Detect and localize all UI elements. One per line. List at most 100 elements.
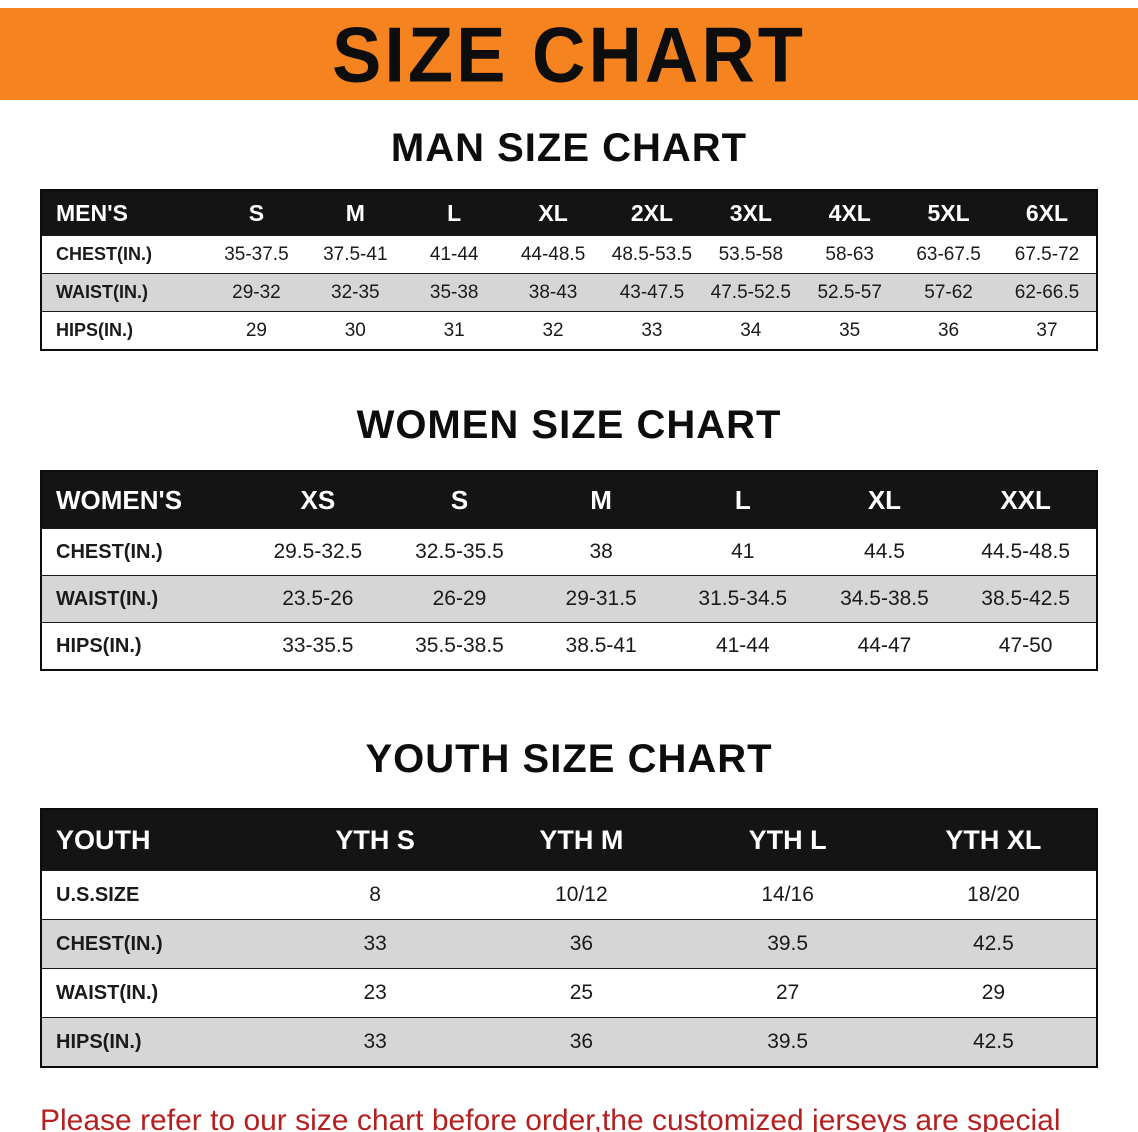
size-value: 62-66.5 [998, 273, 1097, 312]
disclaimer-text: Please refer to our size chart before or… [40, 1098, 1138, 1132]
table-row: CHEST(IN.) 33 36 39.5 42.5 [41, 919, 1097, 969]
size-value: 44-48.5 [503, 235, 603, 274]
table-corner-label: YOUTH [41, 809, 272, 871]
size-value: 36 [899, 311, 998, 350]
size-value: 44-47 [813, 622, 956, 670]
size-value: 33 [602, 311, 702, 350]
size-column-header: 5XL [899, 190, 998, 236]
size-value: 41-44 [404, 235, 504, 274]
size-value: 29.5-32.5 [247, 528, 389, 576]
size-value: 63-67.5 [899, 235, 998, 274]
row-label: CHEST(IN.) [41, 235, 207, 274]
size-value: 38 [530, 528, 672, 576]
size-value: 33 [272, 1017, 479, 1067]
table-row: HIPS(IN.) 33-35.5 35.5-38.5 38.5-41 41-44 44-… [41, 622, 1097, 670]
table-corner-label: WOMEN'S [41, 471, 247, 529]
man-size-chart-heading: MAN SIZE CHART [390, 126, 748, 170]
table-row: CHEST(IN.) 29.5-32.5 32.5-35.5 38 41 44.5 44.5… [41, 528, 1097, 576]
table-row: WAIST(IN.) 29-32 32-35 35-38 38-43 43-47.5 47.… [41, 273, 1097, 312]
size-column-header: YTH M [478, 809, 685, 871]
size-value: 33 [272, 919, 479, 969]
size-value: 23.5-26 [247, 575, 389, 623]
size-value: 29 [890, 968, 1097, 1018]
size-value: 53.5-58 [701, 235, 801, 274]
size-chart-banner: SIZE CHART [0, 8, 1138, 100]
size-column-header: S [207, 190, 306, 236]
size-value: 47.5-52.5 [701, 273, 801, 312]
row-label: WAIST(IN.) [41, 968, 272, 1018]
women-size-chart-section: WOMEN SIZE CHART WOMEN'S XS S M L XL XXL CHEST(… [0, 403, 1138, 671]
size-value: 25 [478, 968, 685, 1018]
size-value: 32 [503, 311, 603, 350]
size-value: 43-47.5 [602, 273, 702, 312]
size-column-header: YTH XL [890, 809, 1097, 871]
table-row: HIPS(IN.) 33 36 39.5 42.5 [41, 1017, 1097, 1067]
table-row: U.S.SIZE 8 10/12 14/16 18/20 [41, 870, 1097, 920]
table-header-row: MEN'S S M L XL 2XL 3XL 4XL 5XL 6XL [41, 190, 1097, 236]
row-label: HIPS(IN.) [41, 1017, 272, 1067]
size-value: 32-35 [305, 273, 405, 312]
size-value: 35-38 [404, 273, 504, 312]
size-value: 26-29 [388, 575, 531, 623]
size-value: 67.5-72 [998, 235, 1097, 274]
size-value: 42.5 [890, 1017, 1097, 1067]
size-column-header: XL [813, 471, 956, 529]
row-label: WAIST(IN.) [41, 575, 247, 623]
size-value: 37 [998, 311, 1097, 350]
size-value: 34.5-38.5 [813, 575, 956, 623]
women-size-table: WOMEN'S XS S M L XL XXL CHEST(IN.) 29.5-32.5 32.5… [40, 470, 1098, 671]
table-row: HIPS(IN.) 29 30 31 32 33 34 35 36 37 [41, 311, 1097, 350]
size-column-header: 6XL [998, 190, 1097, 236]
size-value: 44.5 [813, 528, 956, 576]
size-column-header: YTH S [272, 809, 479, 871]
size-value: 37.5-41 [305, 235, 405, 274]
row-label: HIPS(IN.) [41, 311, 207, 350]
youth-size-table: YOUTH YTH S YTH M YTH L YTH XL U.S.SIZE 8 10/12… [40, 808, 1098, 1068]
man-size-table: MEN'S S M L XL 2XL 3XL 4XL 5XL 6XL CHEST(IN.) 35-37… [40, 189, 1098, 351]
table-row: WAIST(IN.) 23.5-26 26-29 29-31.5 31.5-34.5 34… [41, 575, 1097, 623]
row-label: WAIST(IN.) [41, 273, 207, 312]
size-value: 38.5-41 [530, 622, 672, 670]
size-column-header: YTH L [684, 809, 891, 871]
size-column-header: 2XL [602, 190, 702, 236]
size-value: 10/12 [478, 870, 685, 920]
size-value: 34 [701, 311, 801, 350]
size-value: 32.5-35.5 [388, 528, 531, 576]
size-value: 36 [478, 919, 685, 969]
size-value: 14/16 [684, 870, 891, 920]
row-label: CHEST(IN.) [41, 919, 272, 969]
size-value: 36 [478, 1017, 685, 1067]
size-value: 31 [404, 311, 504, 350]
women-size-table-wrap: WOMEN'S XS S M L XL XXL CHEST(IN.) 29.5-32.5 32.5… [0, 470, 1138, 671]
table-row: WAIST(IN.) 23 25 27 29 [41, 968, 1097, 1018]
size-value: 8 [272, 870, 479, 920]
size-column-header: XL [503, 190, 603, 236]
man-size-table-wrap: MEN'S S M L XL 2XL 3XL 4XL 5XL 6XL CHEST(IN.) 35-37… [0, 189, 1138, 351]
size-column-header: XS [247, 471, 389, 529]
size-value: 27 [684, 968, 891, 1018]
size-value: 18/20 [890, 870, 1097, 920]
size-value: 39.5 [684, 919, 891, 969]
size-value: 58-63 [800, 235, 900, 274]
size-value: 35-37.5 [207, 235, 306, 274]
page-title: SIZE CHART [332, 10, 806, 98]
row-label: HIPS(IN.) [41, 622, 247, 670]
size-column-header: M [530, 471, 672, 529]
size-value: 23 [272, 968, 479, 1018]
size-value: 29-32 [207, 273, 306, 312]
size-column-header: M [305, 190, 405, 236]
table-row: CHEST(IN.) 35-37.5 37.5-41 41-44 44-48.5 48.5… [41, 235, 1097, 274]
size-value: 52.5-57 [800, 273, 900, 312]
table-header-row: YOUTH YTH S YTH M YTH L YTH XL [41, 809, 1097, 871]
disclaimer-line-1: Please refer to our size chart before or… [40, 1104, 1061, 1132]
size-value: 57-62 [899, 273, 998, 312]
row-label: CHEST(IN.) [41, 528, 247, 576]
size-column-header: XXL [955, 471, 1097, 529]
size-value: 44.5-48.5 [955, 528, 1097, 576]
youth-size-chart-section: YOUTH SIZE CHART YOUTH YTH S YTH M YTH L YTH… [0, 737, 1138, 1068]
size-column-header: L [671, 471, 814, 529]
size-value: 35 [800, 311, 900, 350]
youth-size-chart-heading: YOUTH SIZE CHART [365, 737, 773, 781]
size-value: 41 [671, 528, 814, 576]
